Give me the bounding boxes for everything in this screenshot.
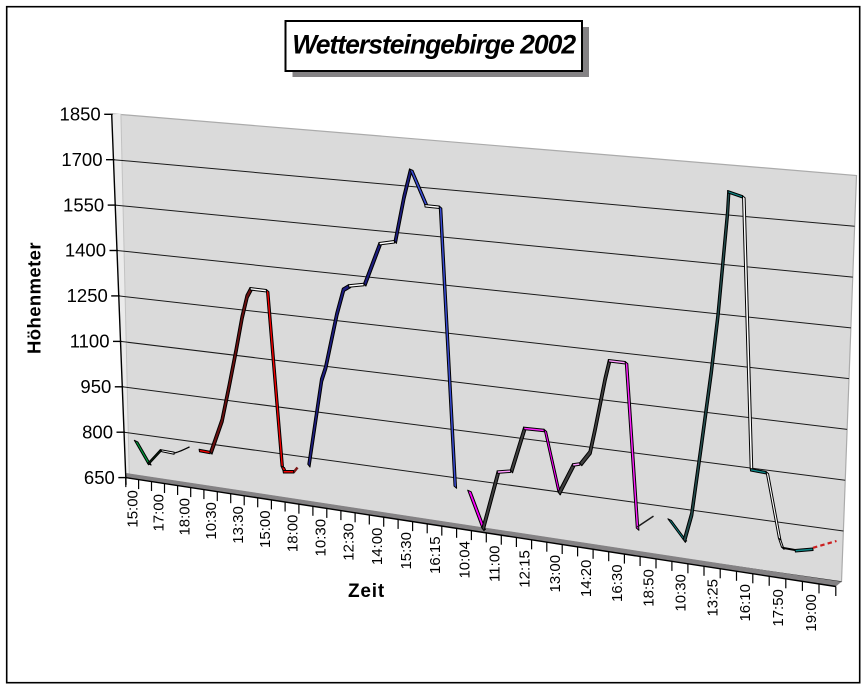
svg-text:13:25: 13:25	[705, 579, 722, 617]
svg-text:1250: 1250	[67, 285, 108, 306]
svg-text:14:00: 14:00	[369, 528, 386, 566]
svg-text:1100: 1100	[70, 331, 110, 352]
svg-text:10:30: 10:30	[203, 502, 220, 540]
svg-text:12:30: 12:30	[341, 523, 358, 561]
svg-text:16:10: 16:10	[737, 584, 754, 622]
svg-text:12:15: 12:15	[517, 550, 534, 588]
svg-text:10:30: 10:30	[672, 574, 689, 612]
svg-text:1850: 1850	[60, 104, 101, 125]
svg-text:1700: 1700	[61, 149, 102, 170]
svg-text:16:15: 16:15	[427, 536, 444, 574]
svg-text:18:50: 18:50	[641, 569, 658, 607]
svg-text:Höhenmeter: Höhenmeter	[24, 242, 45, 354]
svg-text:15:00: 15:00	[257, 510, 274, 548]
svg-text:650: 650	[84, 467, 115, 488]
svg-text:18:00: 18:00	[285, 515, 302, 553]
svg-text:19:00: 19:00	[803, 594, 820, 632]
svg-text:15:30: 15:30	[398, 532, 415, 570]
svg-text:950: 950	[80, 376, 111, 397]
svg-text:1400: 1400	[65, 240, 106, 261]
svg-text:13:00: 13:00	[547, 555, 564, 593]
svg-text:1550: 1550	[63, 194, 104, 215]
svg-text:17:00: 17:00	[151, 494, 168, 532]
svg-text:13:30: 13:30	[230, 506, 247, 544]
svg-text:15:00: 15:00	[125, 490, 142, 528]
svg-text:800: 800	[82, 421, 113, 442]
svg-text:14:20: 14:20	[578, 560, 595, 598]
svg-text:17:50: 17:50	[770, 589, 787, 627]
svg-text:Zeit: Zeit	[348, 581, 385, 602]
svg-text:10:30: 10:30	[312, 519, 329, 557]
svg-text:Wettersteingebirge 2002: Wettersteingebirge 2002	[292, 30, 576, 60]
svg-text:18:00: 18:00	[177, 498, 194, 536]
svg-text:10:04: 10:04	[457, 541, 474, 579]
svg-text:16:30: 16:30	[609, 564, 626, 602]
svg-text:11:00: 11:00	[486, 546, 503, 582]
